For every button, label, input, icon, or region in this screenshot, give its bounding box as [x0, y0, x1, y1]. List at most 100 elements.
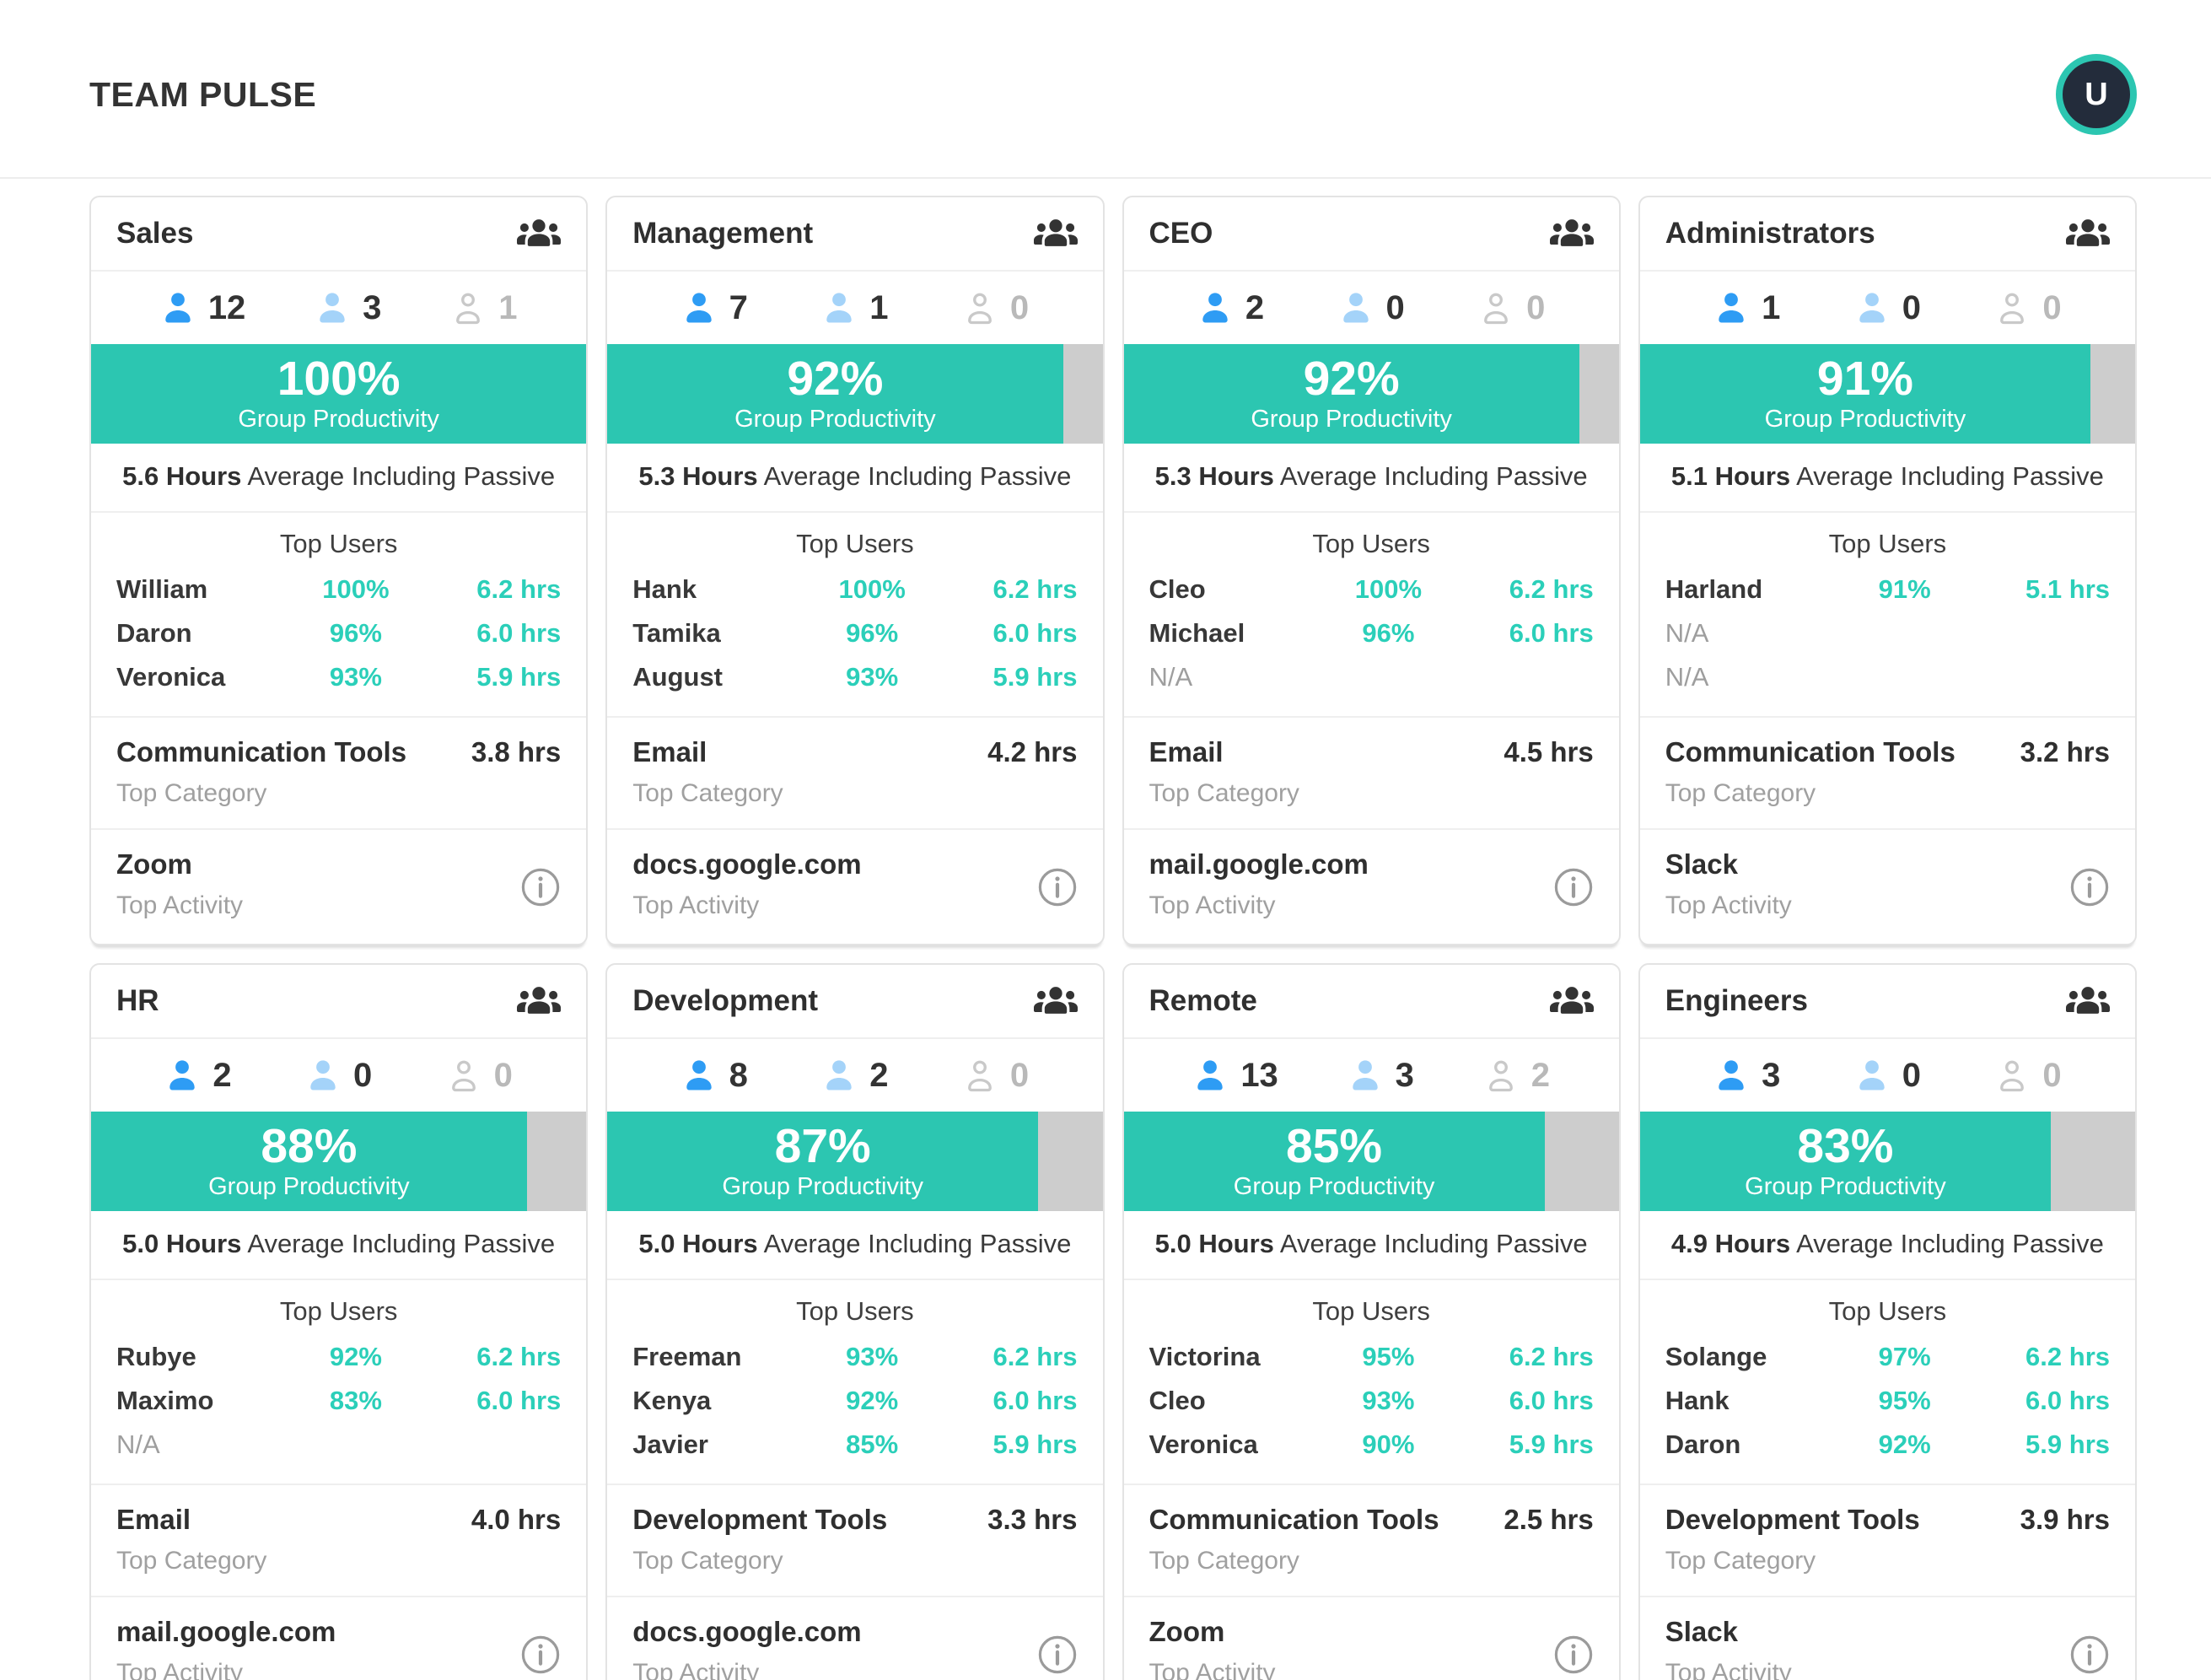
- inactive-user-icon: [962, 290, 998, 326]
- active-user-icon: [1192, 1058, 1228, 1093]
- top-category-section: Communication Tools 3.8 hrs Top Category: [91, 718, 587, 830]
- top-user-row: Daron 96% 6.0 hrs: [91, 611, 586, 655]
- active-user-icon: [681, 1058, 717, 1093]
- user-counts-row: 2 0 0: [91, 1039, 586, 1112]
- top-category-section: Development Tools 3.3 hrs Top Category: [607, 1485, 1103, 1597]
- info-icon[interactable]: [1553, 1634, 1594, 1675]
- top-user-row: Cleo 93% 6.0 hrs: [1124, 1379, 1619, 1423]
- top-activity-name: docs.google.com: [632, 1616, 862, 1647]
- info-icon[interactable]: [1037, 1634, 1078, 1675]
- user-counts-row: 3 0 0: [1640, 1039, 2135, 1112]
- top-user-name: Daron: [1665, 1430, 1741, 1459]
- top-category-label: Top Category: [632, 779, 783, 807]
- active-users-value: 12: [207, 288, 246, 326]
- passive-user-icon: [1854, 290, 1890, 326]
- active-users-count: 2: [1197, 289, 1264, 327]
- productivity-caption: Group Productivity: [722, 1173, 923, 1201]
- team-name: Remote: [1149, 984, 1257, 1017]
- active-user-icon: [160, 290, 196, 326]
- top-user-name: Cleo: [1149, 574, 1206, 604]
- top-users-section: Top Users Cleo 100% 6.2 hrs Michael 96% …: [1123, 513, 1619, 718]
- active-user-icon: [164, 1058, 200, 1093]
- top-user-percent: 93%: [846, 662, 899, 692]
- top-category-name: Communication Tools: [1665, 736, 1955, 767]
- productivity-bar: 85% Group Productivity: [1123, 1112, 1619, 1211]
- top-user-name: Tamika: [632, 618, 721, 648]
- productivity-bar: 83% Group Productivity: [1639, 1112, 2135, 1211]
- passive-users-value: 1: [869, 288, 889, 326]
- passive-users-count: 0: [1854, 1057, 1921, 1095]
- top-category-section: Email 4.5 hrs Top Category: [1123, 718, 1619, 830]
- user-counts-row: 8 2 0: [607, 1039, 1102, 1112]
- inactive-user-icon: [446, 1058, 481, 1093]
- top-category-hours: 3.8 hrs: [471, 736, 562, 767]
- top-user-percent: 95%: [1878, 1386, 1931, 1415]
- productivity-percent: 92%: [1303, 351, 1400, 406]
- inactive-users-count: 0: [1478, 289, 1545, 327]
- top-user-percent: 90%: [1362, 1430, 1415, 1459]
- team-card-header: HR: [91, 965, 587, 1039]
- top-users-title: Top Users: [796, 1296, 914, 1326]
- inactive-user-icon: [962, 1058, 998, 1093]
- average-hours-value: 5.1 Hours: [1670, 461, 1791, 491]
- passive-users-count: 1: [821, 288, 889, 327]
- user-counts-row: 2 0 0: [1124, 272, 1619, 344]
- top-activity-section: mail.google.com Top Activity: [91, 1597, 586, 1680]
- average-hours-value: 5.0 Hours: [122, 1229, 242, 1258]
- top-category-label: Top Category: [1149, 779, 1299, 807]
- average-hours-label: Average Including Passive: [1796, 1229, 2104, 1258]
- team-card-header: CEO: [1123, 197, 1619, 272]
- top-activity-label: Top Activity: [116, 1659, 244, 1680]
- top-user-name: N/A: [1665, 618, 1709, 648]
- top-user-row: Veronica 93% 5.9 hrs: [91, 655, 586, 699]
- top-user-hours: 5.9 hrs: [993, 662, 1078, 692]
- top-user-name: Javier: [632, 1430, 708, 1459]
- top-category-hours: 4.0 hrs: [471, 1504, 562, 1535]
- top-user-percent: 100%: [322, 574, 390, 604]
- top-user-percent: 85%: [846, 1430, 899, 1459]
- top-user-percent: 96%: [846, 618, 899, 648]
- top-user-row: N/A: [1124, 655, 1619, 699]
- top-user-percent: 83%: [329, 1386, 382, 1415]
- top-user-name: Rubye: [116, 1342, 196, 1371]
- team-name: Management: [632, 217, 814, 250]
- top-user-row: Cleo 100% 6.2 hrs: [1124, 568, 1619, 611]
- info-icon[interactable]: [2069, 867, 2110, 907]
- top-category-hours: 3.9 hrs: [2020, 1504, 2110, 1535]
- top-user-row: N/A: [1640, 611, 2135, 655]
- top-user-name: Daron: [116, 618, 192, 648]
- inactive-user-icon: [1478, 290, 1514, 326]
- active-user-icon: [1713, 290, 1749, 326]
- top-activity-name: Slack: [1665, 1616, 1738, 1647]
- team-name: CEO: [1149, 217, 1213, 250]
- info-icon[interactable]: [1553, 867, 1594, 907]
- group-users-icon: [2066, 984, 2110, 1018]
- top-activity-label: Top Activity: [1665, 1659, 1792, 1680]
- top-user-hours: 6.2 hrs: [1509, 574, 1594, 604]
- team-card-header: Administrators: [1639, 197, 2135, 272]
- user-avatar[interactable]: U: [2056, 54, 2137, 135]
- team-card: Management 7: [605, 196, 1105, 945]
- top-user-hours: 6.2 hrs: [2025, 1342, 2110, 1371]
- group-users-icon: [517, 984, 562, 1018]
- team-name: Sales: [116, 217, 194, 250]
- info-icon[interactable]: [1037, 867, 1078, 907]
- top-user-row: August 93% 5.9 hrs: [607, 655, 1102, 699]
- top-user-percent: 96%: [329, 618, 382, 648]
- productivity-bar-fill: 100% Group Productivity: [91, 344, 587, 444]
- team-card: Engineers 3: [1638, 963, 2137, 1680]
- passive-users-count: 3: [1348, 1057, 1414, 1095]
- top-category-name: Development Tools: [1665, 1504, 1920, 1535]
- team-name: Engineers: [1665, 984, 1808, 1017]
- info-icon[interactable]: [520, 1634, 561, 1675]
- top-category-hours: 4.5 hrs: [1504, 736, 1594, 767]
- productivity-bar-fill: 87% Group Productivity: [607, 1112, 1039, 1211]
- info-icon[interactable]: [520, 867, 561, 907]
- info-icon[interactable]: [2069, 1634, 2110, 1675]
- top-activity-label: Top Activity: [632, 891, 760, 919]
- top-user-row: N/A: [1640, 655, 2135, 699]
- top-user-percent: 93%: [329, 662, 382, 692]
- inactive-user-icon: [450, 290, 486, 326]
- user-counts-row: 12 3 1: [91, 272, 586, 344]
- top-activity-section: docs.google.com Top Activity: [607, 830, 1102, 944]
